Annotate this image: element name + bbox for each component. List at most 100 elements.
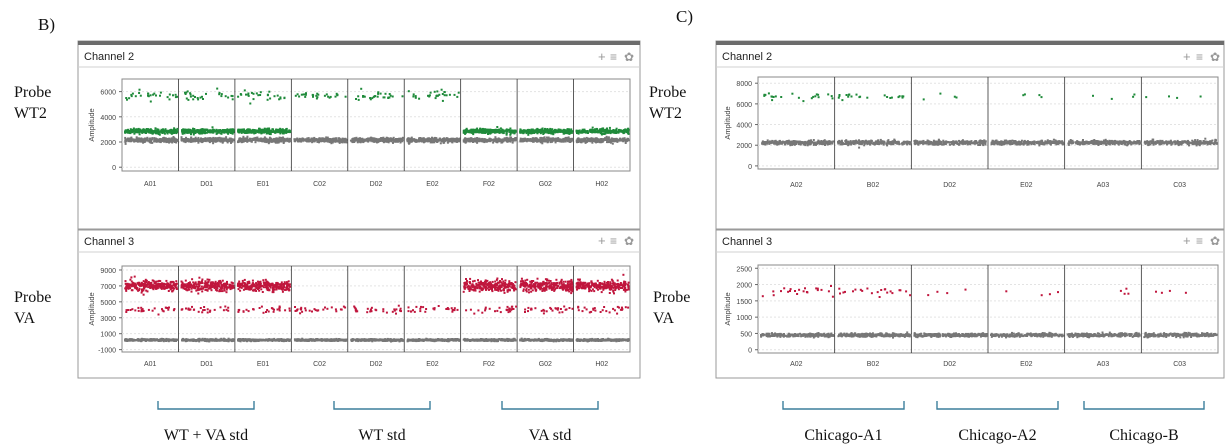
plus-icon[interactable]: +	[1183, 233, 1191, 248]
droplet-point	[566, 129, 569, 132]
droplet-point	[149, 100, 152, 103]
droplet-point	[284, 339, 287, 342]
droplet-point	[222, 130, 225, 133]
droplet-point	[509, 127, 512, 130]
droplet-point	[624, 130, 626, 133]
droplet-point	[167, 139, 170, 142]
droplet-point	[310, 138, 312, 141]
menu-icon[interactable]: ≡	[610, 50, 617, 64]
droplet-point	[420, 137, 423, 140]
droplet-point	[612, 139, 615, 142]
plus-icon[interactable]: +	[1183, 49, 1191, 64]
droplet-point	[278, 137, 281, 140]
droplet-point	[130, 93, 133, 96]
droplet-point	[312, 95, 314, 98]
droplet-point	[590, 128, 593, 131]
droplet-point	[151, 338, 154, 341]
droplet-point	[216, 87, 219, 90]
droplet-point	[155, 94, 157, 97]
droplet-point	[153, 130, 156, 133]
droplet-point	[564, 137, 567, 140]
gear-icon[interactable]: ✿	[624, 234, 634, 248]
droplet-point	[254, 132, 257, 134]
droplet-point	[401, 140, 404, 143]
droplet-point	[408, 137, 411, 140]
droplet-point	[147, 139, 149, 142]
droplet-point	[185, 139, 188, 142]
droplet-point	[501, 139, 504, 142]
droplet-point	[379, 137, 382, 140]
droplet-point	[268, 338, 271, 341]
droplet-point	[225, 339, 228, 342]
droplet-point	[527, 133, 530, 136]
droplet-point	[438, 93, 441, 96]
droplet-point	[414, 96, 417, 99]
droplet-point	[627, 131, 630, 133]
droplet-point	[321, 139, 324, 141]
droplet-point	[607, 131, 610, 134]
droplet-point	[231, 138, 234, 141]
droplet-point	[231, 128, 234, 131]
droplet-point	[509, 140, 512, 142]
droplet-point	[284, 130, 287, 133]
droplet-point	[401, 95, 404, 98]
droplet-point	[194, 136, 197, 139]
droplet-point	[210, 129, 212, 132]
droplet-point	[281, 132, 284, 135]
droplet-point	[545, 136, 548, 139]
droplet-point	[415, 139, 418, 142]
droplet-point	[388, 96, 391, 99]
droplet-point	[534, 131, 536, 134]
gear-icon[interactable]: ✿	[1210, 234, 1220, 248]
droplet-point	[212, 339, 215, 342]
droplet-point	[173, 127, 176, 130]
gear-icon[interactable]: ✿	[624, 50, 634, 64]
droplet-point	[190, 136, 193, 139]
droplet-point	[605, 135, 608, 138]
droplet-point	[217, 139, 219, 142]
droplet-point	[176, 127, 179, 130]
droplet-point	[246, 130, 249, 133]
droplet-point	[125, 139, 128, 142]
menu-icon[interactable]: ≡	[1196, 50, 1203, 64]
droplet-point	[147, 92, 150, 95]
droplet-point	[488, 137, 491, 140]
droplet-point	[625, 138, 628, 141]
droplet-point	[254, 137, 257, 140]
droplet-point	[157, 138, 160, 141]
plus-icon[interactable]: +	[598, 233, 606, 248]
droplet-point	[479, 128, 481, 131]
x-tick-label: G02	[539, 361, 552, 368]
menu-icon[interactable]: ≡	[610, 234, 617, 248]
droplet-point	[581, 138, 583, 141]
droplet-point	[268, 90, 271, 93]
droplet-point	[220, 95, 223, 98]
droplet-point	[399, 141, 402, 144]
droplet-point	[215, 140, 218, 143]
droplet-point	[134, 95, 137, 98]
plus-icon[interactable]: +	[598, 49, 606, 64]
droplet-point	[317, 93, 320, 96]
x-tick-label: F02	[483, 361, 495, 368]
droplet-point	[448, 138, 451, 141]
droplet-point	[301, 137, 304, 140]
droplet-point	[167, 338, 170, 341]
droplet-point	[243, 128, 245, 131]
droplet-point	[205, 128, 207, 131]
menu-icon[interactable]: ≡	[1196, 234, 1203, 248]
droplet-point	[504, 139, 507, 142]
gear-icon[interactable]: ✿	[1210, 50, 1220, 64]
droplet-point	[197, 141, 200, 144]
droplet-point	[237, 338, 240, 340]
droplet-point	[513, 132, 516, 135]
droplet-point	[152, 130, 155, 133]
droplet-point	[153, 139, 156, 142]
droplet-point	[288, 129, 291, 132]
x-tick-label: D02	[370, 361, 383, 368]
droplet-point	[218, 91, 221, 94]
droplet-point	[247, 93, 250, 96]
droplet-point	[414, 95, 417, 98]
droplet-point	[500, 129, 503, 132]
channel-title: Channel 2	[722, 51, 772, 63]
droplet-point	[543, 129, 546, 132]
